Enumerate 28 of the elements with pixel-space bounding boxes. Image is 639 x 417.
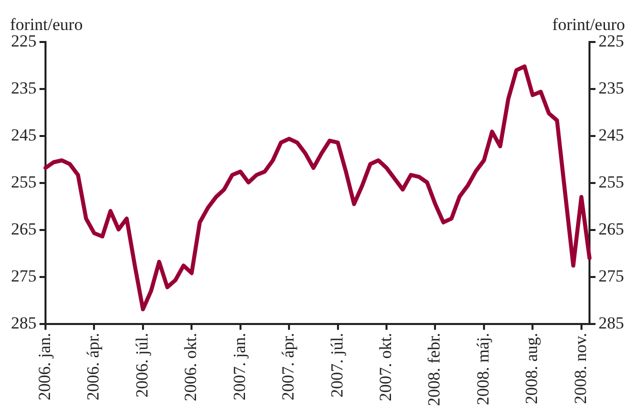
y-tick-label: 245 xyxy=(11,125,36,144)
y2-axis-title: forint/euro xyxy=(552,14,625,34)
x-tick-label: 2007. okt. xyxy=(376,332,395,402)
y-tick-label: 225 xyxy=(11,31,36,50)
y2-tick-label: 245 xyxy=(598,125,624,144)
y-tick-label: 285 xyxy=(11,313,36,332)
y2-tick-label: 285 xyxy=(598,313,624,332)
x-tick-label: 2006. jan. xyxy=(34,332,54,400)
y-tick-label: 265 xyxy=(11,219,36,238)
x-tick-label: 2008. máj. xyxy=(473,332,492,406)
x-tick-label: 2008. febr. xyxy=(424,332,444,406)
x-tick-label: 2008. nov. xyxy=(570,332,590,404)
y2-tick-label: 225 xyxy=(598,31,624,50)
x-tick-label: 2007. ápr. xyxy=(278,332,298,400)
y-tick-label: 275 xyxy=(11,266,36,286)
y2-tick-label: 235 xyxy=(598,78,624,98)
x-tick-label: 2006. júl. xyxy=(132,332,152,398)
x-tick-label: 2008. aug. xyxy=(522,332,542,404)
x-tick-label: 2007. jan. xyxy=(230,332,249,400)
y2-tick-label: 265 xyxy=(598,219,624,238)
x-tick-label: 2006. okt. xyxy=(181,332,200,402)
x-tick-label: 2007. júl. xyxy=(327,332,346,398)
y2-tick-label: 255 xyxy=(598,172,624,192)
y-axis-title: forint/euro xyxy=(10,14,83,34)
x-tick-label: 2006. ápr. xyxy=(84,332,103,400)
y2-tick-label: 275 xyxy=(598,266,624,286)
y-tick-label: 255 xyxy=(11,172,36,192)
y-tick-label: 235 xyxy=(11,78,36,98)
